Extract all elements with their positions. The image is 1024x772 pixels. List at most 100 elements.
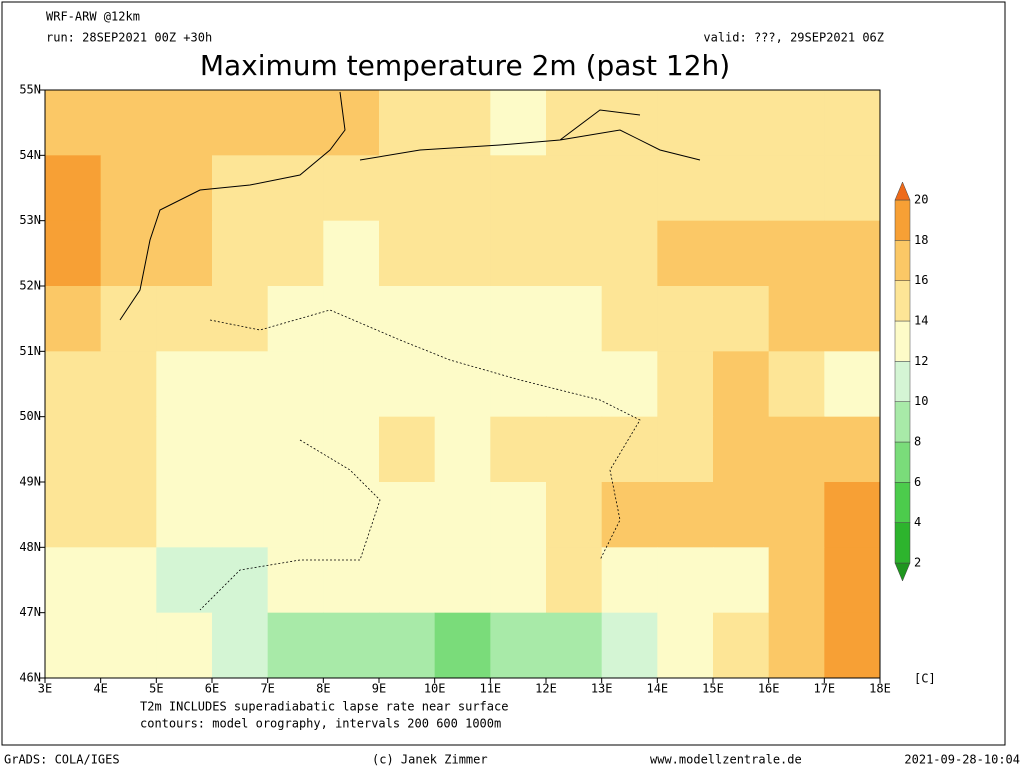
temperature-cell <box>45 612 102 679</box>
valid: valid: ???, 29SEP2021 06Z <box>703 31 884 45</box>
temperature-cell <box>267 612 324 679</box>
temperature-cell <box>546 90 603 156</box>
coastline <box>119 91 701 321</box>
colorbar-label: 14 <box>914 314 928 328</box>
borders <box>199 309 641 611</box>
temperature-cell <box>379 482 436 548</box>
temperature-cell <box>323 351 380 418</box>
temperature-cell <box>156 612 213 679</box>
temperature-cell <box>434 612 491 679</box>
temperature-cell <box>490 547 547 614</box>
temperature-cell <box>267 155 324 222</box>
temperature-cell <box>601 286 658 352</box>
temperature-cell <box>379 612 436 679</box>
temperature-cell <box>156 90 213 156</box>
title: Maximum temperature 2m (past 12h) <box>200 49 730 82</box>
temperature-cell <box>379 155 436 222</box>
lon-tick-label: 18E <box>869 682 891 696</box>
temperature-cell <box>713 220 770 287</box>
map-border <box>44 89 881 679</box>
temperature-cell <box>156 155 213 222</box>
temperature-cell <box>100 90 157 156</box>
temperature-cell <box>713 90 770 156</box>
temperature-cell <box>713 482 770 548</box>
temperature-cell <box>490 482 547 548</box>
temperature-cell <box>323 612 380 679</box>
temperature-cell <box>824 90 881 156</box>
temperature-cell <box>768 90 825 156</box>
temperature-cell <box>490 220 547 287</box>
temperature-cell <box>824 220 881 287</box>
temperature-cell <box>713 416 770 483</box>
colorbar-label: 6 <box>914 475 921 489</box>
temperature-cell <box>657 351 714 418</box>
temperature-cell <box>824 416 881 483</box>
temperature-cell <box>824 155 881 222</box>
temperature-cell <box>713 612 770 679</box>
temperature-cell <box>824 286 881 352</box>
temperature-cell <box>212 482 269 548</box>
temperature-cell <box>379 547 436 614</box>
temperature-cell <box>267 416 324 483</box>
model: WRF-ARW @12km <box>46 10 140 24</box>
temperature-cell <box>713 286 770 352</box>
temperature-cell <box>267 482 324 548</box>
colorbar-segment <box>894 522 911 564</box>
temperature-cell <box>824 612 881 679</box>
temperature-cell <box>323 547 380 614</box>
note: T2m INCLUDES superadiabatic lapse rate n… <box>140 700 508 714</box>
temperature-cell <box>156 351 213 418</box>
lat-tick-label: 55N <box>19 83 41 97</box>
colorbar-label: 10 <box>914 394 928 408</box>
temperature-cell <box>768 547 825 614</box>
temperature-cell <box>379 286 436 352</box>
temperature-cell <box>768 220 825 287</box>
temperature-cell <box>601 155 658 222</box>
temperature-cell <box>267 220 324 287</box>
temperature-cell <box>100 416 157 483</box>
temperature-cell <box>601 90 658 156</box>
note: contours: model orography, intervals 200… <box>140 717 501 731</box>
colorbar-bottom <box>894 562 911 582</box>
temperature-cell <box>45 351 102 418</box>
temperature-cell <box>490 416 547 483</box>
temperature-cell <box>546 351 603 418</box>
copyright: (c) Janek Zimmer <box>372 753 488 767</box>
colorbar-label: 16 <box>914 273 928 287</box>
temperature-cell <box>434 220 491 287</box>
temperature-cell <box>546 416 603 483</box>
temperature-cell <box>323 155 380 222</box>
lat-tick-label: 51N <box>19 344 41 358</box>
temperature-cell <box>267 351 324 418</box>
lon-tick-label: 13E <box>591 682 613 696</box>
temperature-cell <box>379 220 436 287</box>
temperature-cell <box>267 90 324 156</box>
temperature-cell <box>601 416 658 483</box>
temperature-cell <box>100 286 157 352</box>
temperature-cell <box>45 482 102 548</box>
temperature-cell <box>768 286 825 352</box>
temperature-cell <box>434 351 491 418</box>
colorbar-segment <box>894 361 911 402</box>
temperature-cell <box>45 286 102 352</box>
temperature-cell <box>100 482 157 548</box>
temperature-cell <box>657 220 714 287</box>
temperature-cell <box>100 612 157 679</box>
temperature-cell <box>713 547 770 614</box>
colorbar-top <box>894 181 911 201</box>
temperature-cell <box>601 547 658 614</box>
lat-tick-label: 53N <box>19 213 41 227</box>
lon-tick-label: 5E <box>149 682 163 696</box>
temperature-cell <box>212 90 269 156</box>
lon-tick-label: 12E <box>535 682 557 696</box>
temperature-cell <box>379 90 436 156</box>
timestamp: 2021-09-28-10:04 <box>904 753 1020 767</box>
temperature-cell <box>601 351 658 418</box>
temperature-cell <box>212 351 269 418</box>
temperature-cell <box>713 155 770 222</box>
temperature-cell <box>156 416 213 483</box>
lat-tick-label: 54N <box>19 148 41 162</box>
colorbar-segment <box>894 441 911 483</box>
